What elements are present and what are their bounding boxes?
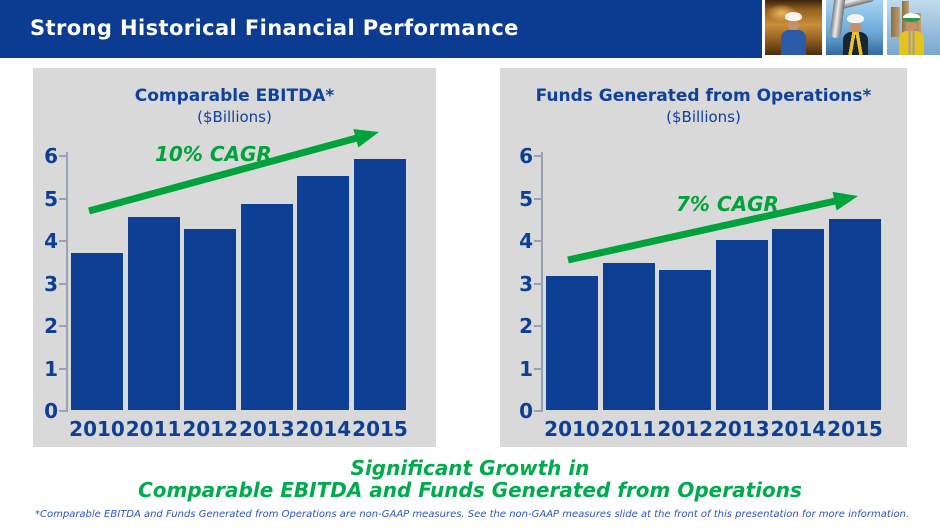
bar-2015: [829, 218, 881, 410]
summary-line-2: Comparable EBITDA and Funds Generated fr…: [138, 478, 802, 502]
cagr-annotation: 7% CAGR: [676, 192, 779, 216]
worker-body-art: [843, 32, 868, 55]
bar-2010: [71, 252, 123, 410]
footnote: *Comparable EBITDA and Funds Generated f…: [35, 509, 910, 520]
y-axis-tick: [59, 197, 66, 200]
chart-subtitle: ($Billions): [197, 108, 272, 126]
chart-title: Funds Generated from Operations*: [535, 86, 872, 106]
x-axis-label: 2010: [69, 417, 125, 441]
y-axis-tick-label: 6: [519, 144, 533, 168]
photo-strip: [765, 0, 940, 55]
worker-face-art: [906, 22, 917, 31]
worker-photo-pipeline: [826, 0, 883, 55]
worker-face-art: [788, 21, 799, 30]
x-axis-label: 2012: [182, 417, 239, 441]
bar-plot: 0 1 2 3 4 5 6 2010 2011 2012 2013 2014 2015: [500, 68, 907, 447]
chart-subtitle: ($Billions): [666, 108, 741, 126]
x-axis-label: 2014: [295, 417, 352, 441]
bar-2011: [602, 263, 655, 410]
worker-body-art: [781, 30, 806, 55]
y-axis-tick: [534, 197, 541, 200]
y-axis-tick: [534, 367, 541, 370]
bar-2014: [297, 176, 350, 410]
y-axis-tick: [59, 325, 66, 327]
x-axis-label: 2012: [657, 417, 714, 441]
y-axis-tick: [534, 155, 541, 157]
worker-face-art: [850, 23, 861, 32]
y-axis-tick: [534, 410, 541, 412]
y-axis-line: [541, 152, 543, 412]
x-axis-label: 2013: [713, 417, 770, 441]
bar-2013: [240, 203, 293, 410]
y-axis-tick-label: 3: [44, 271, 58, 296]
y-axis-tick: [59, 282, 66, 285]
y-axis-tick-label: 4: [44, 229, 58, 253]
bar-2013: [715, 240, 768, 410]
cagr-annotation: 10% CAGR: [155, 142, 272, 166]
worker-photo-plant: [887, 0, 940, 55]
y-axis-tick: [59, 410, 66, 412]
hard-hat-icon: [903, 13, 920, 22]
y-axis-tick: [59, 367, 66, 370]
y-axis-tick-label: 2: [519, 314, 533, 338]
bar-plot: 0 1 2 3 4 5 6 2010 2011 2012 2013 2014 2015: [33, 68, 436, 447]
y-axis-tick-label: 6: [44, 144, 58, 168]
bar-2014: [772, 229, 825, 410]
bar-2010: [546, 276, 598, 410]
y-axis-tick: [534, 325, 541, 327]
y-axis-tick-label: 4: [519, 229, 533, 253]
hard-hat-icon: [847, 14, 864, 23]
x-axis-label: 2015: [352, 417, 408, 441]
page-title: Strong Historical Financial Performance: [30, 16, 519, 40]
bar-2015: [354, 159, 406, 410]
x-axis-label: 2015: [827, 417, 883, 441]
x-axis-label: 2014: [770, 417, 827, 441]
chart-panel-comparable-ebitda: Comparable EBITDA* ($Billions) 0 1 2 3 4 5 6 20…: [33, 68, 436, 447]
y-axis-tick: [59, 240, 66, 242]
chart-panel-funds-generated: Funds Generated from Operations* ($Billi…: [500, 68, 907, 447]
y-axis-tick-label: 0: [44, 399, 58, 423]
worker-photo-refinery: [765, 0, 822, 55]
summary-line-1: Significant Growth in: [350, 456, 590, 480]
worker-body-art: [899, 31, 924, 55]
y-axis-tick: [534, 282, 541, 285]
x-axis-label: 2011: [125, 417, 182, 441]
bar-2012: [184, 229, 237, 410]
y-axis-tick-label: 1: [519, 356, 533, 381]
y-axis-tick-label: 5: [519, 186, 533, 211]
bar-2011: [127, 216, 180, 410]
y-axis-tick-label: 0: [519, 399, 533, 423]
pipe-art: [829, 0, 846, 39]
y-axis-tick-label: 1: [44, 356, 58, 381]
hard-hat-icon: [785, 12, 802, 21]
plant-tower-art: [891, 7, 900, 37]
summary-statement: Significant Growth in Comparable EBITDA …: [0, 457, 940, 501]
y-axis-tick-label: 5: [44, 186, 58, 211]
x-axis-label: 2013: [238, 417, 295, 441]
y-axis-tick-label: 2: [44, 314, 58, 338]
x-axis-label: 2011: [600, 417, 657, 441]
y-axis-tick: [59, 155, 66, 157]
y-axis-line: [66, 152, 68, 412]
x-axis-label: 2010: [544, 417, 600, 441]
header-bar: Strong Historical Financial Performance: [0, 0, 762, 58]
y-axis-tick: [534, 240, 541, 242]
bar-2012: [659, 269, 712, 410]
chart-title: Comparable EBITDA*: [134, 86, 335, 106]
y-axis-tick-label: 3: [519, 271, 533, 296]
